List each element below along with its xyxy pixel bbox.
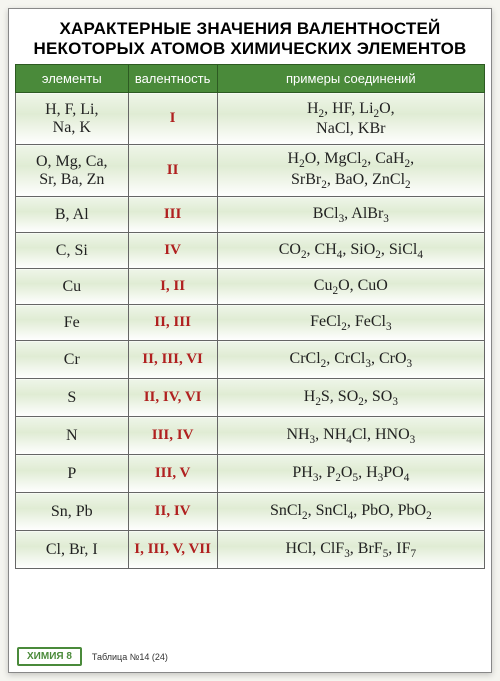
cell-elements: H, F, Li,Na, K [16,93,129,145]
cell-elements: B, Al [16,197,129,233]
cell-elements: C, Si [16,233,129,269]
poster: ХАРАКТЕРНЫЕ ЗНАЧЕНИЯ ВАЛЕНТНОСТЕЙ НЕКОТО… [8,8,492,673]
table-row: FeII, IIIFeCl2, FeCl3 [16,305,485,341]
col-header-elements: элементы [16,65,129,93]
cell-elements: Cr [16,341,129,379]
table-row: H, F, Li,Na, KIH2, HF, Li2O,NaCl, KBr [16,93,485,145]
cell-valence: IV [128,233,217,269]
footer: ХИМИЯ 8 Таблица №14 (24) [17,647,168,666]
cell-examples: SnCl2, SnCl4, PbO, PbO2 [217,493,484,531]
cell-valence: II, III, VI [128,341,217,379]
table-row: B, AlIIIBCl3, AlBr3 [16,197,485,233]
table-body: H, F, Li,Na, KIH2, HF, Li2O,NaCl, KBrO, … [16,93,485,569]
table-number: Таблица №14 (24) [92,652,168,662]
header-row: элементы валентность примеры соединений [16,65,485,93]
cell-elements: S [16,379,129,417]
page-title: ХАРАКТЕРНЫЕ ЗНАЧЕНИЯ ВАЛЕНТНОСТЕЙ НЕКОТО… [17,19,483,58]
cell-examples: CrCl2, CrCl3, CrO3 [217,341,484,379]
cell-valence: II [128,145,217,197]
cell-elements: Cu [16,269,129,305]
cell-valence: I [128,93,217,145]
cell-valence: I, III, V, VII [128,531,217,569]
cell-examples: HCl, ClF3, BrF5, IF7 [217,531,484,569]
table-row: PIII, VPH3, P2O5, H3PO4 [16,455,485,493]
table-row: CuI, IICu2O, CuO [16,269,485,305]
cell-elements: Sn, Pb [16,493,129,531]
table-row: SII, IV, VIH2S, SO2, SO3 [16,379,485,417]
table-row: Sn, PbII, IVSnCl2, SnCl4, PbO, PbO2 [16,493,485,531]
cell-elements: O, Mg, Ca,Sr, Ba, Zn [16,145,129,197]
cell-valence: III [128,197,217,233]
cell-valence: II, IV, VI [128,379,217,417]
col-header-valence: валентность [128,65,217,93]
cell-examples: H2O, MgCl2, CaH2,SrBr2, BaO, ZnCl2 [217,145,484,197]
cell-valence: I, II [128,269,217,305]
table-row: CrII, III, VICrCl2, CrCl3, CrO3 [16,341,485,379]
cell-examples: FeCl2, FeCl3 [217,305,484,341]
cell-examples: Cu2O, CuO [217,269,484,305]
title-line2: НЕКОТОРЫХ АТОМОВ ХИМИЧЕСКИХ ЭЛЕМЕНТОВ [34,39,467,58]
table-row: NIII, IVNH3, NH4Cl, HNO3 [16,417,485,455]
cell-elements: Cl, Br, I [16,531,129,569]
cell-examples: H2S, SO2, SO3 [217,379,484,417]
cell-valence: II, IV [128,493,217,531]
cell-examples: H2, HF, Li2O,NaCl, KBr [217,93,484,145]
cell-examples: CO2, CH4, SiO2, SiCl4 [217,233,484,269]
cell-valence: III, IV [128,417,217,455]
title-line1: ХАРАКТЕРНЫЕ ЗНАЧЕНИЯ ВАЛЕНТНОСТЕЙ [60,19,441,38]
table-row: O, Mg, Ca,Sr, Ba, ZnIIH2O, MgCl2, CaH2,S… [16,145,485,197]
table-row: C, SiIVCO2, CH4, SiO2, SiCl4 [16,233,485,269]
valence-table: элементы валентность примеры соединений … [15,64,485,569]
cell-examples: BCl3, AlBr3 [217,197,484,233]
cell-valence: II, III [128,305,217,341]
subject-badge: ХИМИЯ 8 [17,647,82,666]
cell-examples: NH3, NH4Cl, HNO3 [217,417,484,455]
cell-elements: N [16,417,129,455]
cell-valence: III, V [128,455,217,493]
cell-elements: P [16,455,129,493]
cell-examples: PH3, P2O5, H3PO4 [217,455,484,493]
col-header-examples: примеры соединений [217,65,484,93]
cell-elements: Fe [16,305,129,341]
table-row: Cl, Br, II, III, V, VIIHCl, ClF3, BrF5, … [16,531,485,569]
